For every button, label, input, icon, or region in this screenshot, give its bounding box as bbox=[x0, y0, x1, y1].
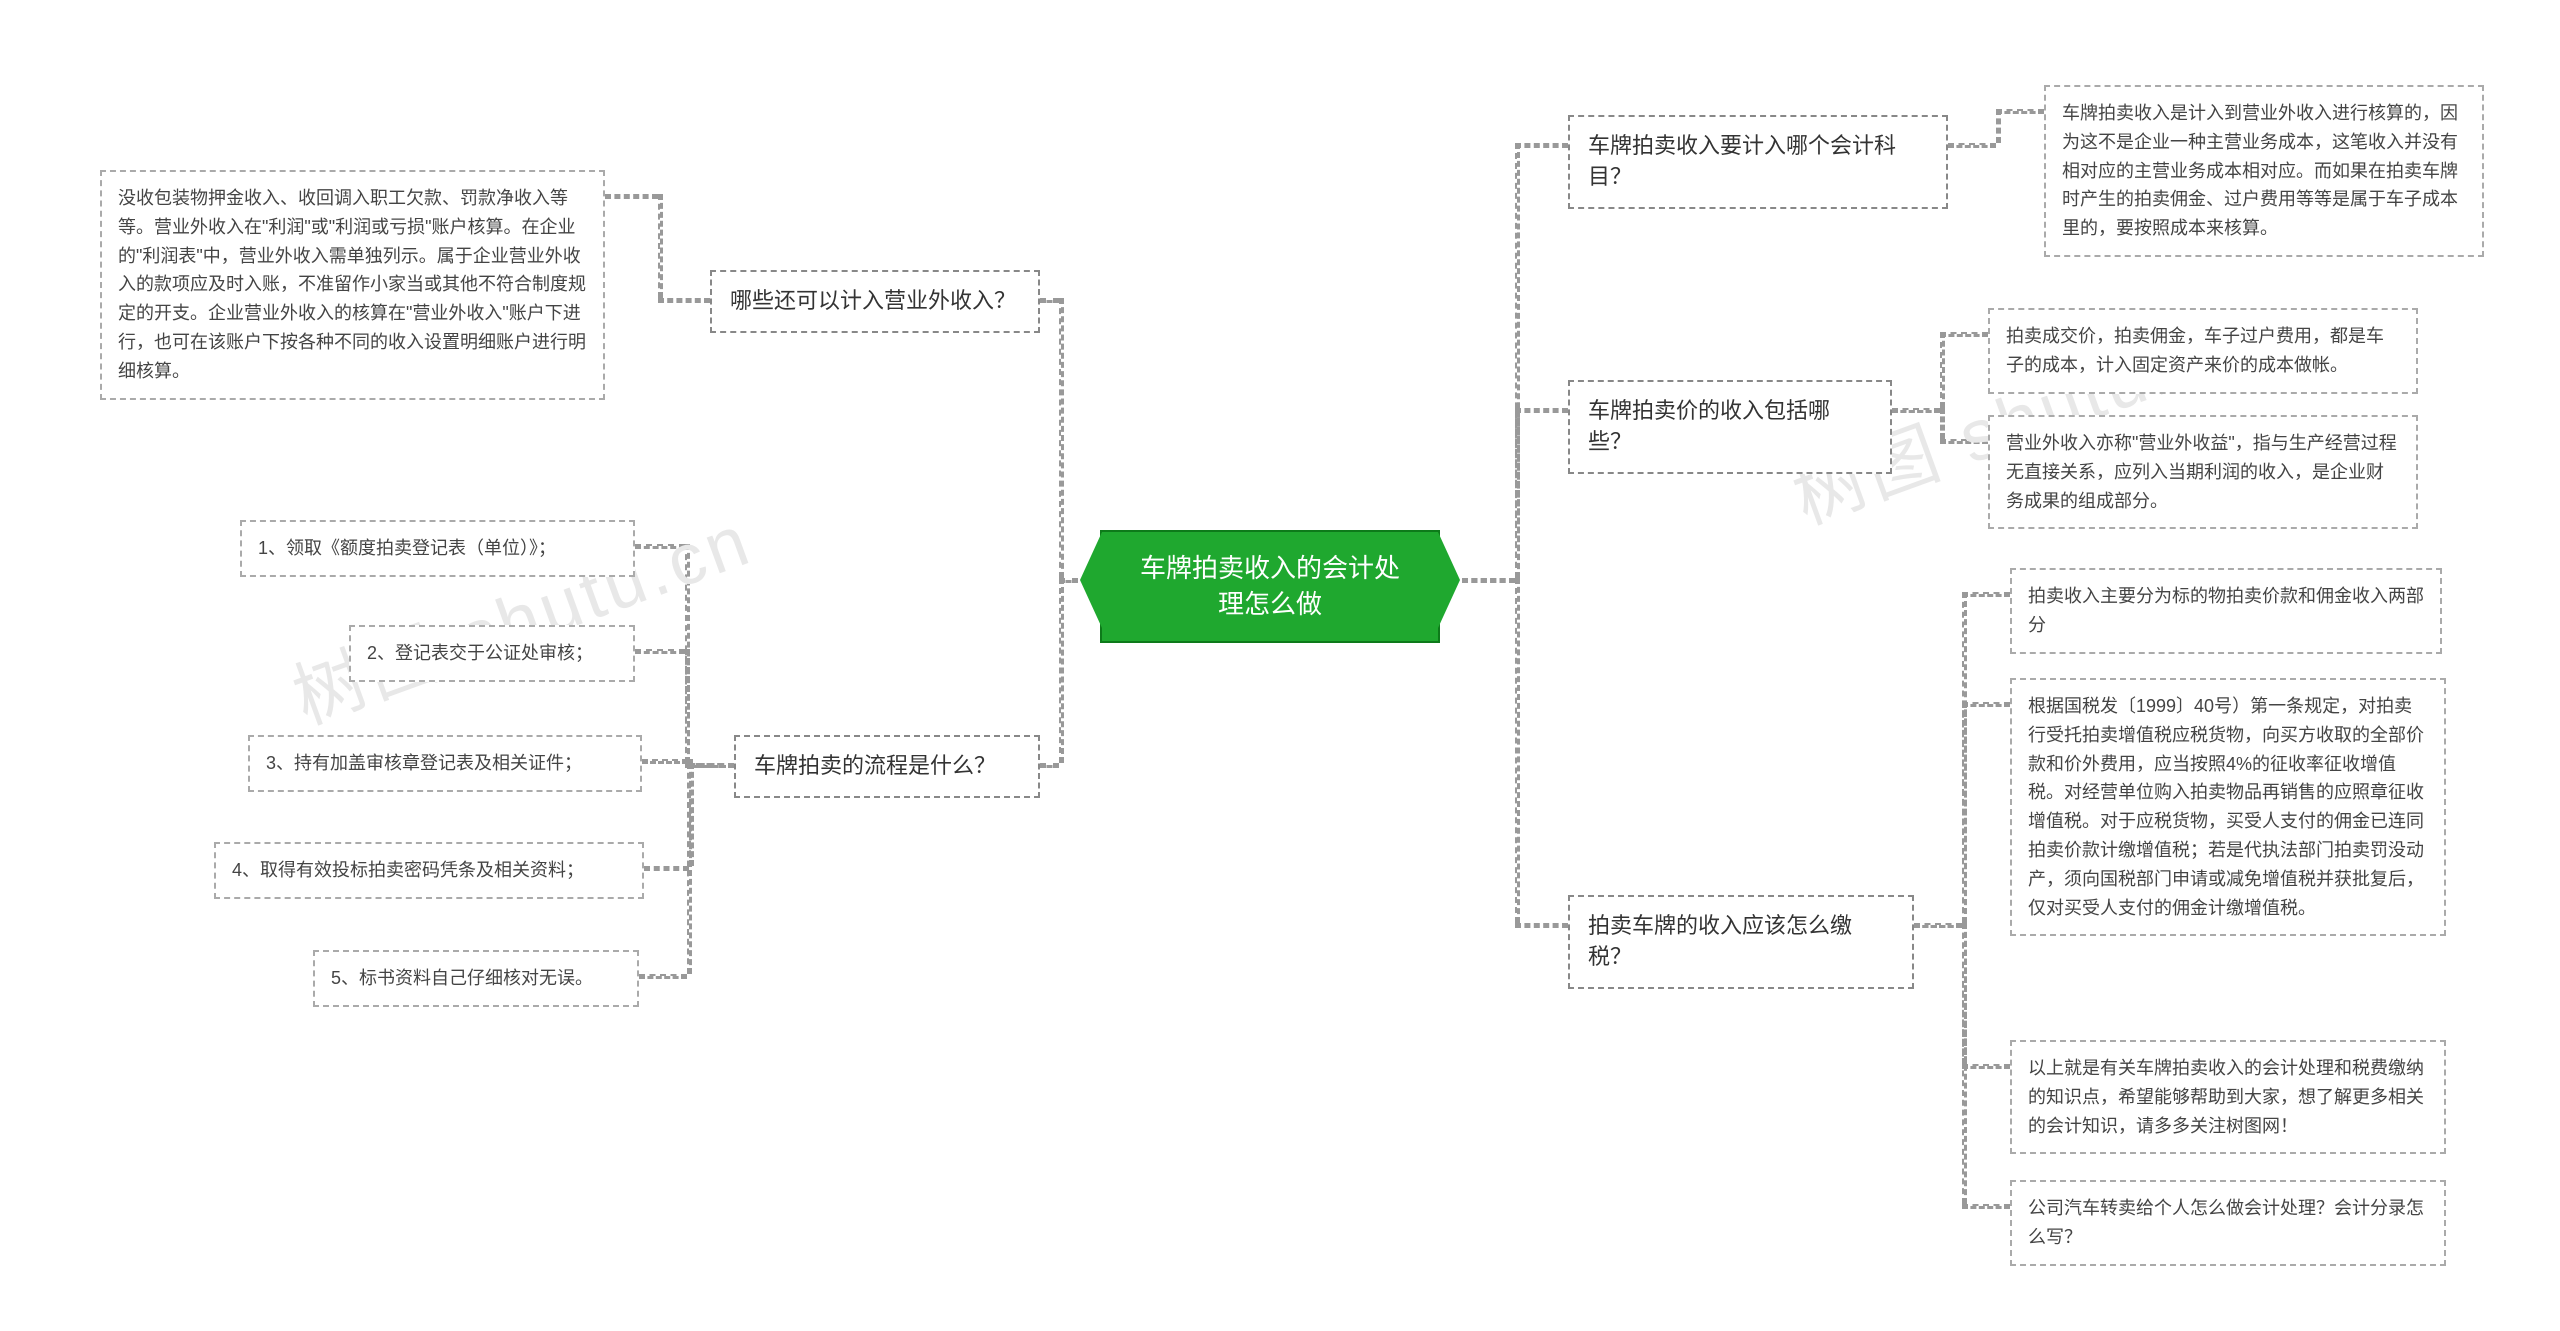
left-branch-0: 哪些还可以计入营业外收入？ bbox=[710, 270, 1040, 333]
right-leaf-2-2: 以上就是有关车牌拍卖收入的会计处理和税费缴纳的知识点，希望能够帮助到大家，想了解… bbox=[2010, 1040, 2446, 1154]
left-leaf-1-3: 4、取得有效投标拍卖密码凭条及相关资料； bbox=[214, 842, 644, 899]
right-branch-0: 车牌拍卖收入要计入哪个会计科目？ bbox=[1568, 115, 1948, 209]
right-branch-1: 车牌拍卖价的收入包括哪些？ bbox=[1568, 380, 1892, 474]
left-leaf-1-0: 1、领取《额度拍卖登记表（单位）》； bbox=[240, 520, 635, 577]
right-leaf-2-3: 公司汽车转卖给个人怎么做会计处理？会计分录怎么写？ bbox=[2010, 1180, 2446, 1266]
right-leaf-2-0: 拍卖收入主要分为标的物拍卖价款和佣金收入两部分 bbox=[2010, 568, 2442, 654]
right-leaf-0-0: 车牌拍卖收入是计入到营业外收入进行核算的，因为这不是企业一种主营业务成本，这笔收… bbox=[2044, 85, 2484, 257]
left-branch-1: 车牌拍卖的流程是什么？ bbox=[734, 735, 1040, 798]
left-leaf-1-1: 2、登记表交于公证处审核； bbox=[349, 625, 635, 682]
central-topic: 车牌拍卖收入的会计处理怎么做 bbox=[1100, 530, 1440, 643]
right-leaf-1-0: 拍卖成交价，拍卖佣金，车子过户费用，都是车子的成本，计入固定资产来价的成本做帐。 bbox=[1988, 308, 2418, 394]
right-leaf-2-1: 根据国税发〔1999〕40号）第一条规定，对拍卖行受托拍卖增值税应税货物，向买方… bbox=[2010, 678, 2446, 936]
right-branch-2: 拍卖车牌的收入应该怎么缴税？ bbox=[1568, 895, 1914, 989]
right-leaf-1-1: 营业外收入亦称"营业外收益"，指与生产经营过程无直接关系，应列入当期利润的收入，… bbox=[1988, 415, 2418, 529]
left-leaf-0-0: 没收包装物押金收入、收回调入职工欠款、罚款净收入等等。营业外收入在"利润"或"利… bbox=[100, 170, 605, 400]
left-leaf-1-2: 3、持有加盖审核章登记表及相关证件； bbox=[248, 735, 642, 792]
left-leaf-1-4: 5、标书资料自己仔细核对无误。 bbox=[313, 950, 639, 1007]
